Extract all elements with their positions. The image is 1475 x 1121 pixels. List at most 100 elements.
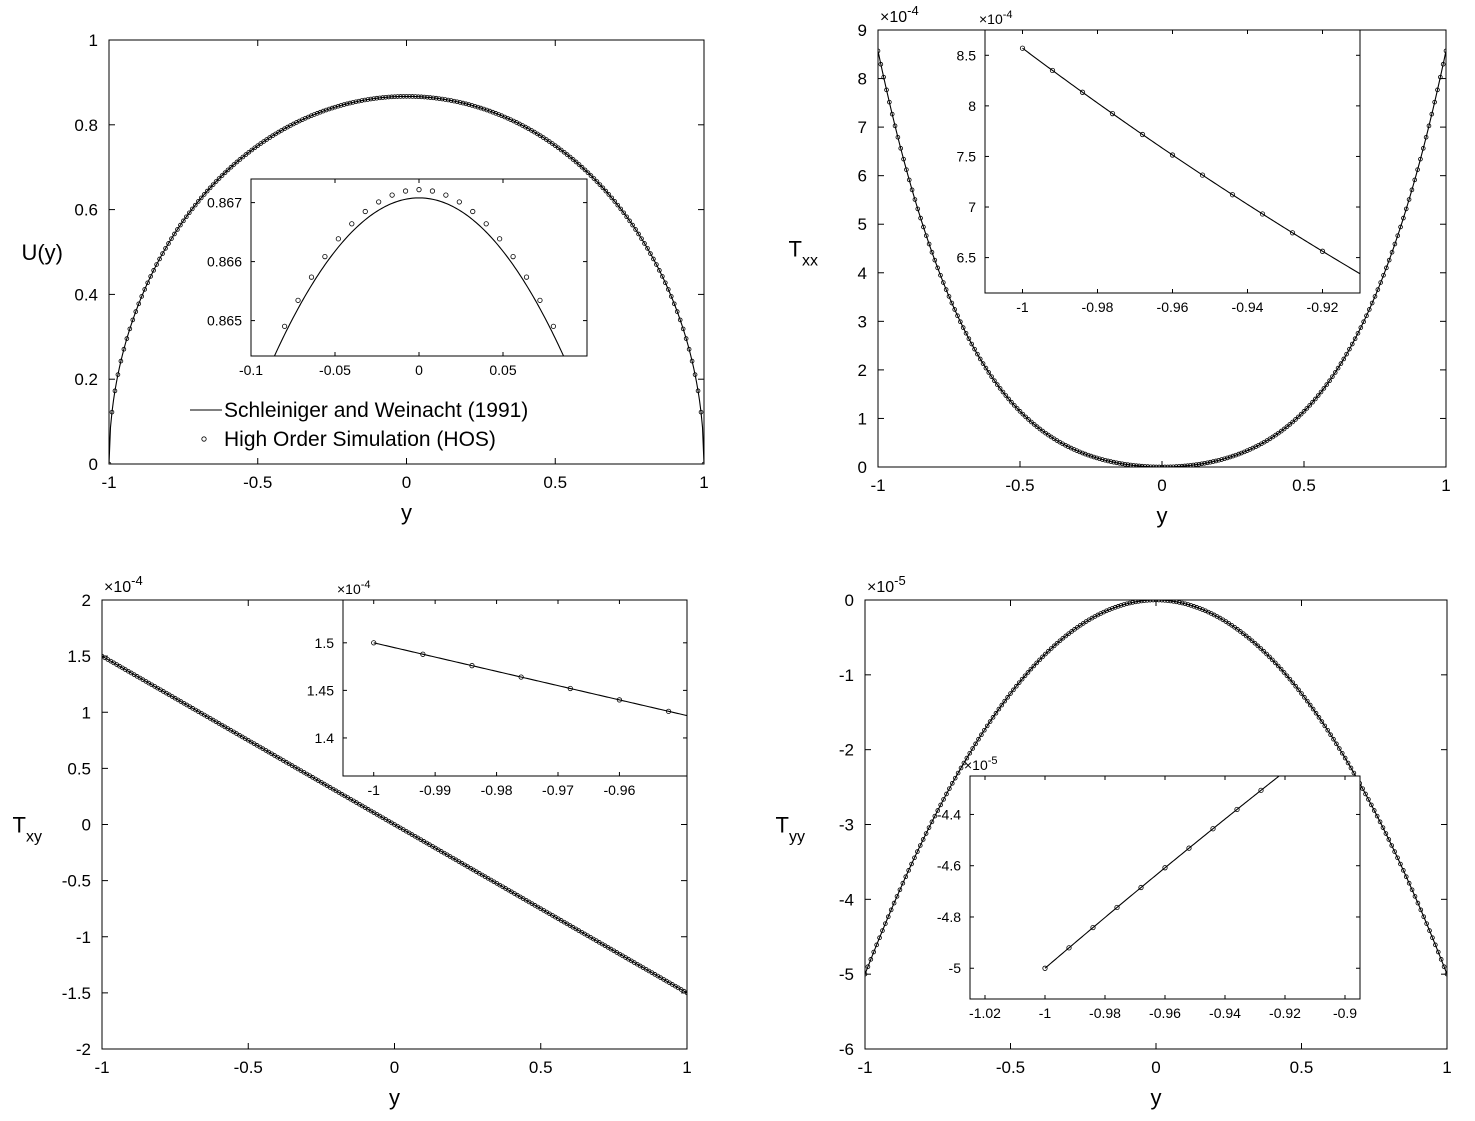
panel-u-hos-marker — [338, 103, 344, 108]
panel-tyy-hos-marker — [1377, 819, 1383, 825]
panel-txy-inset-xtick-label: -0.96 — [603, 782, 635, 798]
panel-tyy-hos-marker — [1290, 680, 1296, 685]
panel-tyy-hos-marker — [1421, 914, 1427, 919]
panel-txx-xtick-label: -1 — [870, 476, 885, 495]
panel-tyy-hos-marker — [1060, 636, 1066, 641]
panel-tyy-hos-marker — [1424, 921, 1429, 926]
panel-txx-hos-marker — [887, 99, 892, 105]
panel-u-hos-marker — [353, 99, 359, 105]
panel-u-hos-marker — [192, 202, 198, 208]
panel-txx-hos-marker — [926, 241, 932, 247]
panel-txx-hos-marker — [1401, 215, 1406, 221]
panel-tyy-hos-marker — [938, 802, 943, 808]
panel-txy-ytick-label: 0 — [82, 816, 91, 835]
panel-tyy-hos-marker — [996, 706, 1002, 712]
panel-u-hos-marker — [204, 188, 210, 194]
panel-u-hos-marker — [392, 94, 397, 99]
panel-u-hos-marker — [475, 104, 481, 110]
panel-tyy-hos-marker — [1107, 607, 1112, 612]
panel-tyy-hos-marker — [1418, 907, 1424, 913]
panel-u-inset-hos-marker — [362, 208, 368, 215]
panel-txx-hos-marker — [1193, 462, 1199, 467]
panel-u-hos-marker — [481, 106, 487, 112]
panel-txx-hos-marker — [878, 61, 884, 67]
panel-tyy-ytick-label: -3 — [839, 816, 854, 835]
panel-tyy-hos-marker — [1002, 698, 1007, 704]
panel-txx-hos-marker — [923, 233, 929, 238]
panel-txx-hos-marker — [1290, 419, 1295, 425]
panel-u-hos-marker — [683, 336, 689, 341]
panel-u-hos-marker — [695, 388, 701, 394]
panel-txx-hos-marker — [1017, 409, 1023, 414]
panel-txx-hos-marker — [1077, 449, 1082, 455]
panel-u-inset-hos-marker — [497, 236, 503, 242]
panel-u-hos-marker — [648, 251, 653, 256]
panel-tyy-hos-marker — [1386, 837, 1392, 842]
panel-u-hos-marker — [419, 94, 424, 100]
panel-txx-hos-marker — [1131, 463, 1136, 467]
panel-tyy-hos-marker — [1054, 640, 1060, 646]
panel-txy-inset-hos-marker — [371, 640, 377, 646]
panel-u-hos-marker — [651, 256, 656, 262]
panel-tyy-inset-ytick-label: -5 — [949, 960, 962, 976]
panel-u-hos-marker — [121, 346, 127, 352]
panel-tyy-hos-marker — [935, 808, 941, 813]
panel-txx-hos-marker — [1327, 378, 1332, 383]
panel-tyy-xlabel: y — [1151, 1085, 1162, 1110]
panel-txx-inset-hos-marker — [1169, 152, 1176, 158]
panel-u-hos-marker — [142, 287, 148, 292]
panel-tyy-hos-marker — [999, 702, 1005, 708]
panel-u-hos-marker — [627, 218, 632, 224]
panel-txx-hos-marker — [949, 300, 955, 306]
panel-txx-hos-marker — [1298, 411, 1304, 417]
panel-u-hos-marker — [314, 111, 320, 116]
panel-txx-hos-marker — [1205, 460, 1210, 466]
panel-tyy-hos-marker — [952, 775, 958, 781]
panel-txx-hos-marker — [1179, 463, 1185, 467]
panel-u-hos-marker — [240, 154, 246, 160]
panel-txx-hos-marker — [963, 330, 969, 336]
panel-txx-hos-marker — [1031, 422, 1037, 427]
panel-tyy-hos-marker — [949, 781, 955, 786]
panel-u-hos-marker — [457, 100, 463, 105]
panel-tyy-ytick-label: -2 — [839, 741, 854, 760]
panel-tyy-ytick-label: -1 — [839, 666, 854, 685]
panel-txx-hos-marker — [986, 370, 992, 375]
panel-u-ytick-label: 0.6 — [74, 201, 98, 220]
panel-txx-xtick-label: 1 — [1441, 476, 1450, 495]
panel-u-hos-marker — [237, 157, 243, 162]
panel-tyy-hos-marker — [865, 971, 868, 977]
panel-tyy-hos-marker — [1191, 604, 1197, 609]
panel-txx-hos-marker — [997, 386, 1003, 391]
panel-u-inset-hos-marker — [456, 199, 462, 205]
panel-txx-hos-marker — [1117, 461, 1122, 466]
panel-txx-inset: -1 -0.98 -0.96 -0.94 -0.92 6.5 7 7.5 8 8.5 ×10-4 — [957, 9, 1361, 315]
panel-tyy-hos-marker — [1028, 666, 1034, 672]
panel-u-hos-marker — [642, 241, 647, 246]
panel-tyy-hos-marker — [1328, 732, 1333, 737]
panel-u-inset-ytick-label: 0.867 — [207, 195, 242, 211]
panel-u-inset-hos-marker — [308, 274, 315, 280]
panel-u-hos-marker — [422, 94, 427, 100]
panel-tyy-hos-marker — [1345, 760, 1351, 766]
panel-u-hos-marker — [469, 103, 475, 108]
panel-u-hos-marker — [335, 103, 341, 109]
panel-u-xtick-label: 0.5 — [543, 473, 567, 492]
panel-tyy-hos-marker — [1124, 601, 1130, 607]
panel-txx-hos-marker — [1358, 325, 1364, 330]
panel-txx-hos-marker — [1287, 422, 1293, 427]
panel-txx-hos-marker — [1341, 356, 1347, 362]
panel-txx-hos-marker — [1097, 456, 1102, 462]
panel-u-hos-marker — [356, 98, 362, 104]
panel-u-reference-line — [109, 95, 704, 464]
panel-txx-hos-marker — [1000, 389, 1006, 395]
panel-u-inset-hos-marker — [443, 192, 449, 198]
panel-tyy-hos-marker — [1319, 719, 1325, 724]
panel-txx-inset-xtick-label: -0.96 — [1157, 299, 1189, 315]
panel-u-hos-marker — [413, 94, 418, 99]
panel-tyy-hos-marker — [1005, 695, 1010, 700]
panel-txy-inset-exponent-label: ×10-4 — [337, 579, 371, 597]
panel-txx-inset-ytick-label: 7.5 — [957, 148, 977, 164]
panel-txx-hos-marker — [1196, 461, 1202, 467]
panel-tyy-xtick-label: -0.5 — [996, 1058, 1025, 1077]
